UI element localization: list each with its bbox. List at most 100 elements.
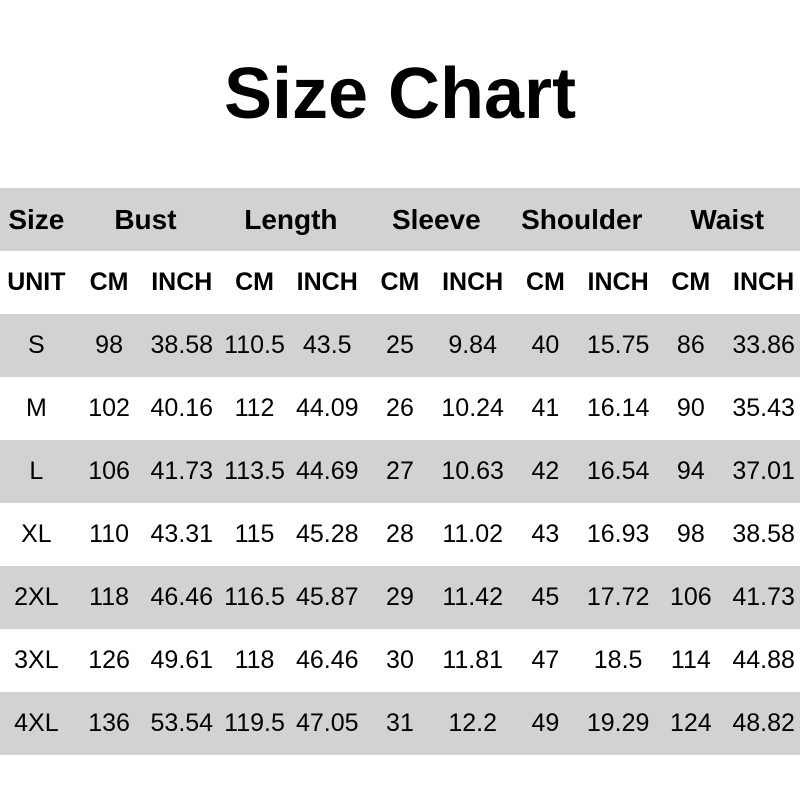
value-cell: 28 (386, 520, 414, 548)
value-cell: 43 (531, 520, 560, 548)
size-cell: L (29, 457, 44, 485)
value-cell: 114 (670, 646, 711, 674)
value-cell: 18.5 (593, 646, 643, 674)
size-cell: M (25, 394, 47, 422)
value-cell: 15.75 (586, 331, 650, 359)
value-cell: 44.69 (295, 457, 359, 485)
unit-header-cell: INCH (296, 268, 358, 296)
unit-header-cell: INCH (587, 268, 649, 296)
unit-header-cell: CM (235, 268, 274, 296)
size-cell: S (28, 331, 45, 359)
value-cell: 124 (669, 709, 712, 737)
value-cell: 41 (531, 394, 560, 422)
unit-header-cell: INCH (733, 268, 795, 296)
value-cell: 106 (88, 457, 130, 485)
size-chart-table: Size Bust Length Sleeve Shoulder Waist UNIT CM I… (0, 188, 800, 755)
value-cell: 16.93 (586, 520, 650, 548)
table-row: 2XL 118 46.46 116.5 45.87 29 11.42 45 17.72 106 41… (0, 566, 800, 629)
size-cell: XL (21, 520, 52, 548)
value-cell: 16.14 (586, 394, 650, 422)
value-cell: 90 (676, 394, 705, 422)
value-cell: 9.84 (448, 331, 497, 359)
table-row: M 102 40.16 112 44.09 26 10.24 41 16.14 90 35.43 (0, 377, 800, 440)
value-cell: 126 (88, 646, 130, 674)
value-cell: 116.5 (224, 583, 285, 611)
table-unit-row: UNIT CM INCH CM INCH CM INCH CM INCH CM INCH (0, 251, 800, 314)
value-cell: 102 (88, 394, 130, 422)
value-cell: 37.01 (732, 457, 795, 485)
value-cell: 115 (234, 520, 275, 548)
value-cell: 86 (676, 331, 705, 359)
size-chart-head: Size Bust Length Sleeve Shoulder Waist UNIT CM I… (0, 188, 800, 314)
value-cell: 33.86 (732, 331, 795, 359)
value-cell: 17.72 (586, 583, 650, 611)
size-cell: 3XL (14, 646, 59, 674)
value-cell: 12.2 (448, 709, 497, 737)
value-cell: 118 (89, 583, 129, 611)
table-row: L 106 41.73 113.5 44.69 27 10.63 42 16.54 94 37.01 (0, 440, 800, 503)
table-row: XL 110 43.31 115 45.28 28 11.02 43 16.93 98 38.58 (0, 503, 800, 566)
value-cell: 35.43 (732, 394, 795, 422)
value-cell: 48.82 (732, 709, 795, 737)
value-cell: 40 (531, 331, 560, 359)
value-cell: 46.46 (150, 583, 214, 611)
value-cell: 31 (386, 709, 414, 737)
value-cell: 113.5 (224, 457, 285, 485)
page-title: Size Chart (223, 54, 577, 134)
value-cell: 110 (89, 520, 129, 548)
value-cell: 38.58 (150, 331, 214, 359)
value-cell: 10.24 (441, 394, 504, 422)
value-cell: 26 (386, 394, 414, 422)
column-group-header: Length (244, 203, 338, 235)
unit-header-cell: CM (525, 268, 565, 296)
unit-header-cell: CM (380, 268, 420, 296)
column-group-header: Bust (114, 203, 177, 235)
value-cell: 11.42 (442, 583, 504, 611)
unit-header-cell: INCH (151, 268, 213, 296)
value-cell: 98 (676, 520, 705, 548)
size-cell: 2XL (14, 583, 59, 611)
size-chart-body: S 98 38.58 110.5 43.5 25 9.84 40 15.75 86 33.86 M 10… (0, 314, 800, 755)
value-cell: 136 (88, 709, 130, 737)
value-cell: 43.31 (150, 520, 214, 548)
page-header: Size Chart (0, 0, 800, 188)
value-cell: 10.63 (441, 457, 504, 485)
table-group-header-row: Size Bust Length Sleeve Shoulder Waist (0, 188, 800, 251)
value-cell: 45.87 (295, 583, 359, 611)
value-cell: 41.73 (732, 583, 795, 611)
value-cell: 118 (234, 646, 275, 674)
value-cell: 42 (531, 457, 560, 485)
value-cell: 25 (386, 331, 414, 359)
value-cell: 16.54 (586, 457, 650, 485)
size-cell: 4XL (14, 709, 59, 737)
column-group-header: Sleeve (391, 203, 481, 235)
column-group-header: Waist (690, 203, 765, 235)
value-cell: 112 (234, 394, 275, 422)
unit-header-cell: CM (671, 268, 711, 296)
value-cell: 45 (531, 583, 560, 611)
table-row: 4XL 136 53.54 119.5 47.05 31 12.2 49 19.29 124 48.… (0, 692, 800, 755)
value-cell: 45.28 (295, 520, 359, 548)
unit-header-cell: CM (89, 268, 129, 296)
value-cell: 44.88 (732, 646, 795, 674)
value-cell: 38.58 (732, 520, 795, 548)
value-cell: 30 (386, 646, 414, 674)
column-group-header: Shoulder (521, 203, 643, 235)
value-cell: 53.54 (150, 709, 214, 737)
value-cell: 46.46 (295, 646, 359, 674)
value-cell: 41.73 (150, 457, 214, 485)
value-cell: 11.81 (442, 646, 504, 674)
value-cell: 43.5 (302, 331, 352, 359)
column-group-header: Size (8, 203, 65, 235)
value-cell: 27 (386, 457, 414, 485)
value-cell: 19.29 (586, 709, 650, 737)
value-cell: 49 (531, 709, 560, 737)
table-row: S 98 38.58 110.5 43.5 25 9.84 40 15.75 86 33.86 (0, 314, 800, 377)
value-cell: 94 (676, 457, 705, 485)
value-cell: 29 (386, 583, 414, 611)
value-cell: 106 (669, 583, 712, 611)
table-row: 3XL 126 49.61 118 46.46 30 11.81 47 18.5 114 44.88 (0, 629, 800, 692)
value-cell: 11.02 (442, 520, 504, 548)
value-cell: 110.5 (224, 331, 285, 359)
unit-header-cell: INCH (442, 268, 504, 296)
